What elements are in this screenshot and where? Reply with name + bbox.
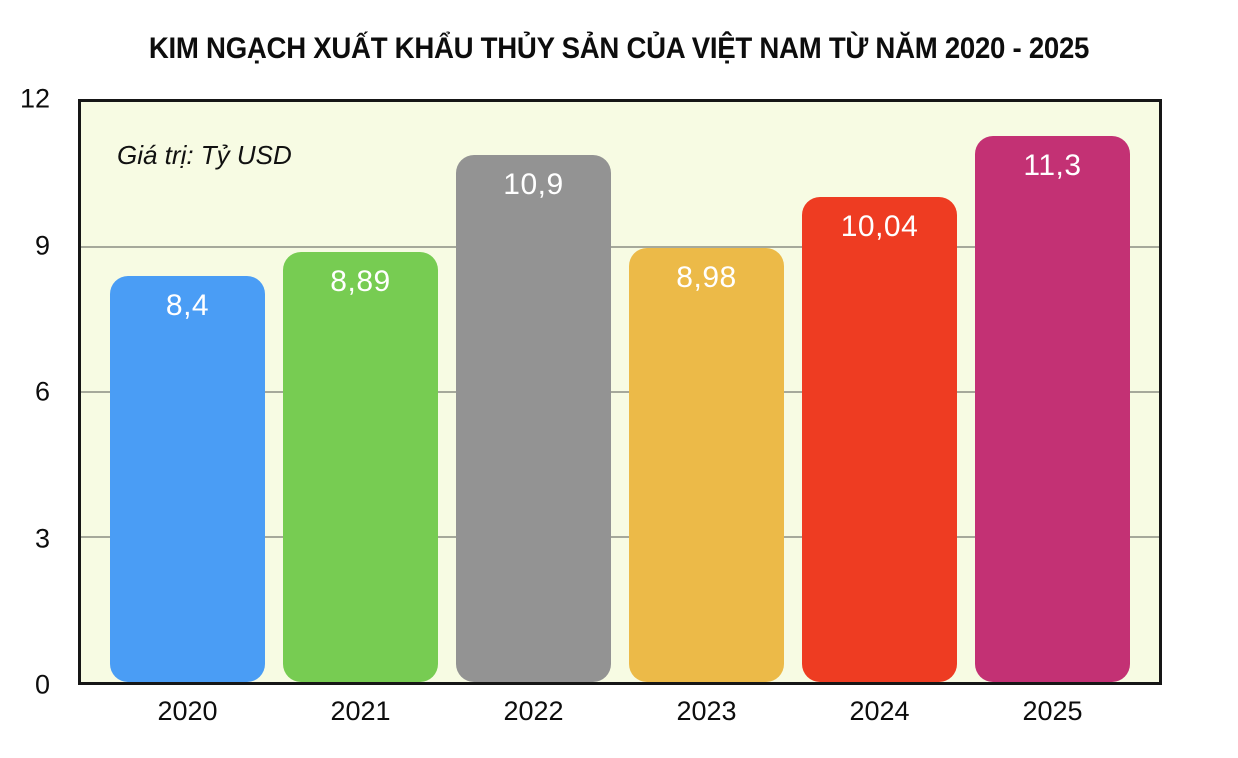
bar-value-label-2020: 8,4	[165, 289, 210, 322]
gridline-3	[81, 536, 1159, 538]
bar-value-label-2024: 10,04	[840, 209, 919, 243]
bar-2025: 11,3	[975, 135, 1130, 682]
bar-2023: 8,98	[629, 247, 784, 682]
bar-2024: 10,04	[802, 196, 957, 682]
x-axis-label-2021: 2021	[330, 696, 391, 726]
gridline-9	[81, 246, 1159, 248]
x-axis-label-2022: 2022	[503, 696, 564, 726]
y-axis-tick-9: 9	[34, 230, 50, 260]
bar-series: 8,4 8,89 10,9 8,98 10,04 11,3	[81, 102, 1159, 682]
y-axis-tick-0: 0	[34, 669, 50, 700]
gridline-6	[81, 391, 1159, 393]
y-axis-tick-6: 6	[34, 376, 50, 407]
x-axis-label-2023: 2023	[676, 696, 737, 726]
x-axis: 2020 2021 2022 2023 2024 2025	[81, 696, 1159, 727]
plot-area: Giá trị: Tỷ USD 8,4 8,89 10,9 8,98 10,04 11,3	[78, 99, 1162, 685]
gridlines	[81, 102, 1159, 682]
bar-value-label-2025: 11,3	[1023, 148, 1082, 182]
bar-2020: 8,4	[110, 276, 265, 682]
x-axis-label-2020: 2020	[157, 696, 218, 726]
y-axis: 0 3 6 9 12	[0, 85, 56, 698]
x-axis-label-2025: 2025	[1022, 696, 1083, 726]
unit-label: Giá trị: Tỷ USD	[117, 140, 292, 170]
x-axis-label-2024: 2024	[849, 696, 910, 726]
chart-title: KIM NGẠCH XUẤT KHẨU THỦY SẢN CỦA VIỆT NA…	[0, 32, 1238, 66]
bar-2022: 10,9	[456, 155, 611, 682]
bar-value-label-2021: 8,89	[330, 265, 391, 299]
y-axis-tick-12: 12	[19, 83, 50, 114]
bar-value-label-2023: 8,98	[676, 260, 737, 294]
chart-title-text: KIM NGẠCH XUẤT KHẨU THỦY SẢN CỦA VIỆT NA…	[148, 32, 1090, 65]
bar-value-label-2022: 10,9	[503, 168, 564, 202]
bar-2021: 8,89	[283, 252, 438, 682]
y-axis-tick-3: 3	[34, 523, 50, 553]
